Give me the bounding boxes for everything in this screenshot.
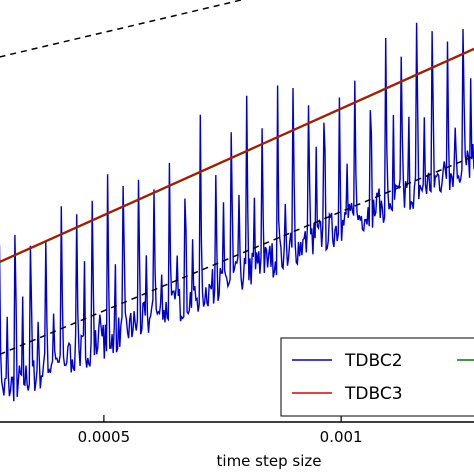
- reference-line-upper: [0, 0, 245, 58]
- series-tdbc3-line: [0, 47, 474, 263]
- series-tdbc2-line: [0, 22, 474, 402]
- reference-line-lower: [0, 155, 474, 356]
- reference-lines: [0, 0, 474, 356]
- x-tick-label: 0.001: [320, 428, 363, 446]
- legend-label-tdbc2: TDBC2: [344, 351, 403, 371]
- legend: TDBC2 TDBC3: [280, 337, 474, 417]
- x-axis-label: time step size: [217, 452, 322, 470]
- legend-label-tdbc3: TDBC3: [344, 384, 403, 404]
- x-tick-label: 0.0005: [78, 428, 131, 446]
- legend-box: [280, 337, 474, 417]
- series-layer: [0, 22, 474, 402]
